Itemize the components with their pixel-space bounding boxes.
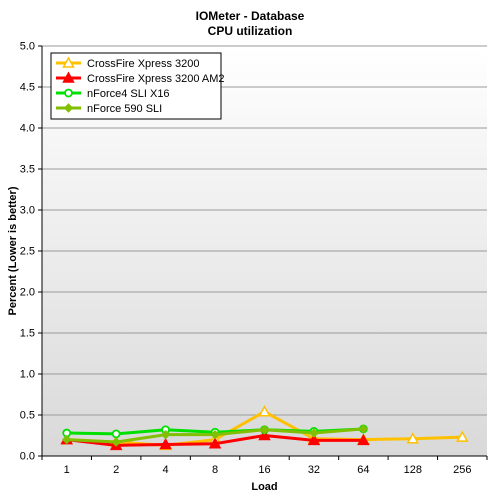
y-tick-label: 2.0 [20, 287, 35, 299]
data-point-nforce-590-sli [358, 424, 369, 434]
legend-label: nForce 590 SLI [87, 103, 162, 115]
data-point-nforce-590-sli [111, 437, 121, 447]
data-point-crossfire-xpress-3200-am2 [159, 437, 172, 450]
y-tick-label: 0.5 [20, 410, 35, 422]
legend-marker [64, 88, 73, 98]
x-tick-label: 64 [357, 464, 369, 476]
data-point-nforce-590-sli [210, 429, 220, 440]
data-point-nforce-590-sli [259, 425, 270, 435]
data-point-crossfire-xpress-3200-am2 [357, 433, 370, 446]
y-axis-title: Percent (Lower is better) [7, 186, 19, 315]
data-point-crossfire-xpress-3200 [456, 430, 469, 442]
y-tick-label: 4.5 [20, 82, 35, 94]
legend-marker [63, 103, 74, 113]
x-tick-label: 256 [453, 464, 471, 476]
data-point-crossfire-xpress-3200-am2 [208, 437, 222, 449]
legend-marker [62, 71, 75, 83]
x-tick-label: 1 [64, 464, 70, 476]
data-point-nforce-590-sli [309, 428, 319, 438]
data-point-nforce-590-sli [62, 434, 72, 445]
x-tick-label: 2 [113, 464, 119, 476]
chart-subtitle: CPU utilization [207, 24, 293, 38]
x-tick-label: 8 [212, 464, 218, 476]
legend-label: CrossFire Xpress 3200 [87, 58, 200, 70]
legend-label: nForce4 SLI X16 [87, 88, 170, 100]
x-tick-label: 16 [258, 464, 270, 476]
x-axis-title: Load [251, 481, 277, 493]
chart-title: IOMeter - Database [195, 9, 305, 23]
data-point-crossfire-xpress-3200 [258, 405, 271, 417]
legend-marker [62, 56, 75, 68]
data-point-crossfire-xpress-3200-am2 [258, 428, 271, 441]
y-tick-label: 1.5 [20, 328, 35, 340]
y-tick-label: 5.0 [20, 41, 35, 53]
y-tick-label: 3.0 [20, 205, 35, 217]
y-tick-label: 3.5 [20, 164, 35, 176]
data-point-nforce4-sli-x16 [111, 429, 121, 439]
data-point-nforce-590-sli [160, 429, 171, 440]
legend-label: CrossFire Xpress 3200 AM2 [87, 73, 225, 85]
x-tick-label: 128 [404, 464, 422, 476]
x-tick-label: 4 [163, 464, 169, 476]
y-tick-label: 4.0 [20, 123, 35, 135]
data-point-crossfire-xpress-3200 [406, 432, 420, 444]
x-tick-label: 32 [308, 464, 320, 476]
y-tick-label: 1.0 [20, 369, 35, 381]
y-tick-label: 0.0 [20, 451, 35, 463]
data-point-crossfire-xpress-3200-am2 [307, 433, 321, 446]
y-tick-label: 2.5 [20, 246, 35, 258]
